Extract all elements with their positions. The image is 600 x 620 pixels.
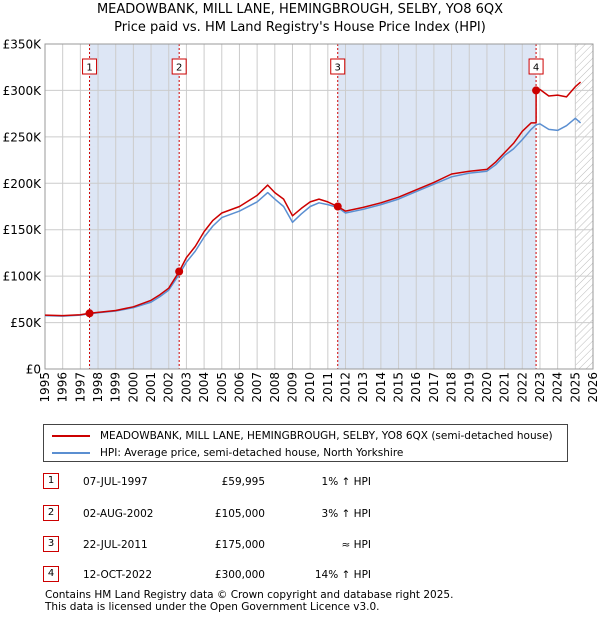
x-tick-label: 2007 bbox=[250, 372, 264, 403]
sale-number-badge: 3 bbox=[43, 536, 59, 552]
x-tick-label: 2012 bbox=[339, 372, 353, 403]
legend-swatch-hpi bbox=[52, 452, 90, 454]
sale-number-badge: 1 bbox=[43, 473, 59, 489]
chart-subtitle: Price paid vs. HM Land Registry's House … bbox=[114, 20, 486, 35]
x-tick-label: 2019 bbox=[462, 372, 476, 403]
x-tick-label: 2024 bbox=[551, 372, 565, 403]
x-tick-label: 2014 bbox=[374, 372, 388, 403]
sale-row: 2 02-AUG-2002 £105,000 3% ↑ HPI bbox=[43, 505, 443, 523]
sale-row: 3 22-JUL-2011 £175,000 ≈ HPI bbox=[43, 536, 443, 554]
plot-frame bbox=[44, 43, 594, 370]
x-tick-label: 1995 bbox=[38, 372, 52, 403]
ownership-period-shade bbox=[89, 44, 180, 369]
sale-point bbox=[85, 309, 94, 318]
x-tick-label: 1997 bbox=[73, 372, 87, 403]
x-tick-label: 1998 bbox=[91, 372, 105, 403]
x-tick-label: 2025 bbox=[568, 372, 582, 403]
y-tick-label: £100K bbox=[3, 270, 43, 284]
sale-number-label: 4 bbox=[533, 63, 539, 74]
sale-hpi-comparison: 3% ↑ HPI bbox=[321, 508, 371, 520]
property-price-line bbox=[44, 81, 582, 317]
x-tick-label: 2026 bbox=[586, 372, 600, 403]
forecast-hatch-area bbox=[575, 44, 593, 369]
sale-number-badge: 4 bbox=[43, 566, 59, 582]
y-tick-label: £300K bbox=[3, 84, 43, 98]
sale-price: £300,000 bbox=[214, 569, 265, 581]
sale-number-box bbox=[330, 58, 346, 75]
sale-number-box bbox=[528, 58, 544, 75]
sale-row: 1 07-JUL-1997 £59,995 1% ↑ HPI bbox=[43, 473, 443, 491]
x-tick-label: 2021 bbox=[498, 372, 512, 403]
x-tick-label: 2020 bbox=[480, 372, 494, 403]
x-tick-label: 2022 bbox=[515, 372, 529, 403]
y-tick-label: £0 bbox=[26, 363, 41, 377]
sale-price: £59,995 bbox=[221, 476, 265, 488]
y-tick-label: £150K bbox=[3, 223, 43, 237]
x-tick-label: 2023 bbox=[533, 372, 547, 403]
x-tick-label: 2004 bbox=[197, 372, 211, 403]
footer-attribution: Contains HM Land Registry data © Crown c… bbox=[45, 589, 453, 613]
legend-item-hpi: HPI: Average price, semi-detached house,… bbox=[52, 446, 403, 460]
x-tick-label: 1999 bbox=[109, 372, 123, 403]
footer-licence: This data is licensed under the Open Gov… bbox=[45, 601, 380, 613]
hpi-line bbox=[44, 117, 582, 317]
legend-label-property: MEADOWBANK, MILL LANE, HEMINGBROUGH, SEL… bbox=[100, 430, 553, 442]
sale-point bbox=[532, 86, 541, 95]
sale-price: £105,000 bbox=[214, 508, 265, 520]
sale-hpi-comparison: 1% ↑ HPI bbox=[321, 476, 371, 488]
sale-number-box bbox=[82, 58, 98, 75]
sale-hpi-comparison: 14% ↑ HPI bbox=[314, 569, 371, 581]
x-tick-label: 2006 bbox=[232, 372, 246, 403]
x-tick-label: 2016 bbox=[409, 372, 423, 403]
sale-number-box bbox=[171, 58, 187, 75]
x-tick-label: 2000 bbox=[126, 372, 140, 403]
y-tick-label: £200K bbox=[3, 177, 43, 191]
chart-title-address: MEADOWBANK, MILL LANE, HEMINGBROUGH, SEL… bbox=[96, 2, 504, 17]
sale-row: 4 12-OCT-2022 £300,000 14% ↑ HPI bbox=[43, 566, 443, 584]
x-tick-label: 2011 bbox=[321, 372, 335, 403]
sale-date: 02-AUG-2002 bbox=[83, 508, 154, 520]
x-tick-label: 2002 bbox=[162, 372, 176, 403]
x-tick-label: 2013 bbox=[356, 372, 370, 403]
sale-number-label: 3 bbox=[335, 63, 341, 74]
y-tick-label: £350K bbox=[3, 38, 43, 52]
footer-copyright: Contains HM Land Registry data © Crown c… bbox=[45, 589, 454, 601]
sale-date: 22-JUL-2011 bbox=[83, 539, 148, 551]
sale-point bbox=[333, 202, 342, 211]
x-tick-label: 2001 bbox=[144, 372, 158, 403]
legend-item-property: MEADOWBANK, MILL LANE, HEMINGBROUGH, SEL… bbox=[52, 429, 553, 443]
sale-price: £175,000 bbox=[214, 539, 265, 551]
x-tick-label: 2008 bbox=[268, 372, 282, 403]
x-tick-label: 1996 bbox=[56, 372, 70, 403]
x-tick-label: 2018 bbox=[445, 372, 459, 403]
x-tick-label: 2017 bbox=[427, 372, 441, 403]
x-tick-label: 2009 bbox=[285, 372, 299, 403]
sale-date: 12-OCT-2022 bbox=[83, 569, 152, 581]
legend-label-hpi: HPI: Average price, semi-detached house,… bbox=[100, 447, 404, 459]
sale-hpi-comparison: ≈ HPI bbox=[341, 539, 371, 551]
x-tick-label: 2003 bbox=[179, 372, 193, 403]
y-tick-label: £250K bbox=[3, 130, 43, 144]
sale-date: 07-JUL-1997 bbox=[83, 476, 148, 488]
legend-swatch-property bbox=[52, 435, 90, 437]
x-tick-label: 2005 bbox=[215, 372, 229, 403]
chart-legend: MEADOWBANK, MILL LANE, HEMINGBROUGH, SEL… bbox=[43, 424, 568, 462]
sale-number-label: 2 bbox=[176, 63, 182, 74]
x-tick-label: 2015 bbox=[392, 372, 406, 403]
sale-point bbox=[175, 267, 184, 276]
sale-number-label: 1 bbox=[86, 63, 92, 74]
sale-number-badge: 2 bbox=[43, 505, 59, 521]
x-tick-label: 2010 bbox=[303, 372, 317, 403]
ownership-period-shade bbox=[337, 44, 537, 369]
price-chart: 1 2 3 4 £0 £50K £100K £150K £200K £250K £300K £350K… bbox=[3, 38, 600, 403]
y-tick-label: £50K bbox=[10, 316, 42, 330]
